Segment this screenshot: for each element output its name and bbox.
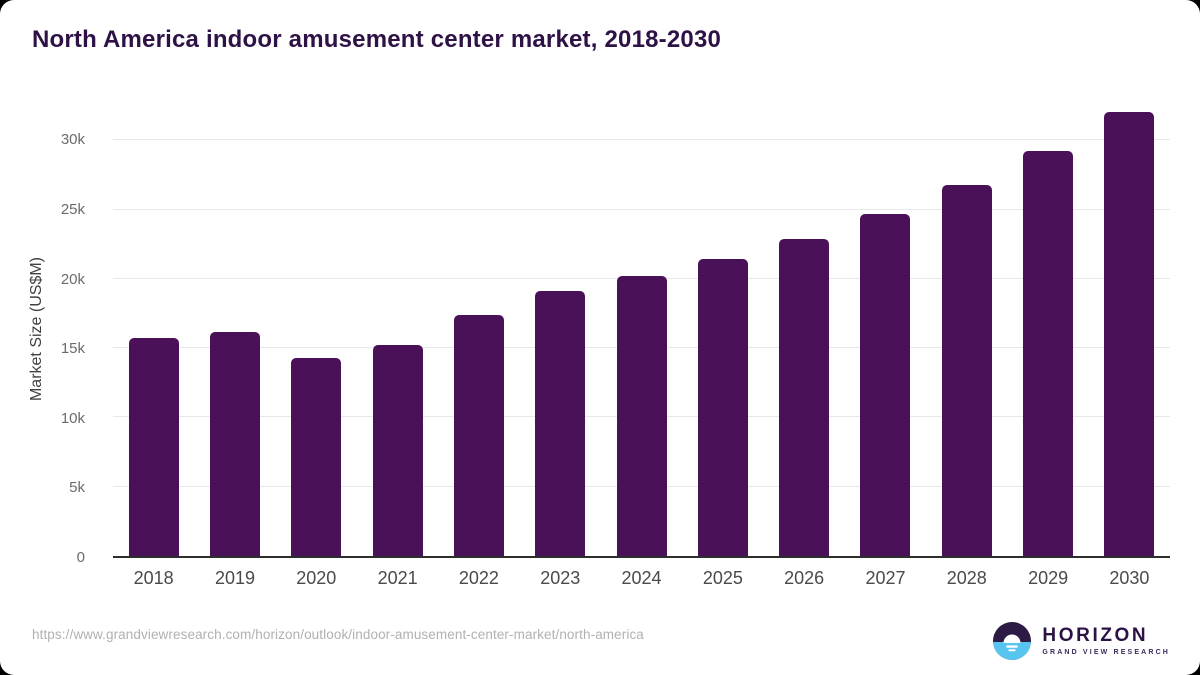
y-axis-tick-label-25k: 25k — [60, 200, 85, 218]
bar-slot-2028 — [926, 100, 1007, 556]
bar-slot-2029 — [1007, 100, 1088, 556]
x-axis-tick-label-2018: 2018 — [133, 568, 174, 588]
bar-2030 — [1104, 112, 1155, 556]
x-axis-tick-label-2024: 2024 — [621, 568, 662, 588]
plot-area — [113, 100, 1170, 558]
y-axis-tick-label-5k: 5k — [69, 479, 85, 497]
x-axis-tick-label-2020: 2020 — [296, 568, 337, 588]
bar-slot-2021 — [357, 100, 438, 556]
bar-2023 — [535, 291, 586, 556]
bar-2025 — [697, 258, 748, 556]
bar-2029 — [1023, 151, 1074, 556]
x-axis-tick-label-2030: 2030 — [1109, 568, 1150, 588]
bar-slot-2026 — [764, 100, 845, 556]
x-axis-tick-label-2028: 2028 — [946, 568, 987, 588]
bar-2018 — [128, 338, 179, 556]
source-url: https://www.grandviewresearch.com/horizo… — [32, 627, 644, 642]
horizon-logo: HORIZON GRAND VIEW RESEARCH — [993, 622, 1170, 660]
bar-slot-2018 — [113, 100, 194, 556]
brand-name: HORIZON — [1042, 625, 1149, 646]
y-axis-tick-label-0: 0 — [76, 549, 85, 566]
y-axis: 0 5k 10k 15k 20k 25k 30k — [0, 100, 99, 566]
gridline-30k — [113, 139, 1170, 141]
brand-tagline: GRAND VIEW RESEARCH — [1042, 649, 1170, 656]
bar-2021 — [372, 344, 423, 556]
y-axis-tick-label-10k: 10k — [60, 409, 85, 427]
bar-2028 — [941, 185, 992, 556]
sunset-horizon-icon — [993, 622, 1032, 660]
bar-2019 — [209, 332, 260, 556]
bar-2020 — [291, 357, 342, 556]
bar-slot-2019 — [194, 100, 275, 556]
logo-text: HORIZON GRAND VIEW RESEARCH — [1042, 625, 1170, 657]
gridline-25k — [113, 208, 1170, 210]
y-axis-tick-label-20k: 20k — [60, 270, 85, 288]
bars-container — [113, 100, 1170, 556]
bar-slot-2024 — [601, 100, 682, 556]
bar-slot-2020 — [276, 100, 357, 556]
x-axis: 2018 2019 2020 2021 2022 2023 2024 2025 2026 2027… — [113, 568, 1170, 589]
y-axis-tick-label-15k: 15k — [60, 340, 85, 358]
bar-slot-2022 — [438, 100, 519, 556]
bar-slot-2023 — [520, 100, 601, 556]
x-axis-tick-label-2025: 2025 — [702, 568, 743, 588]
x-axis-tick-label-2021: 2021 — [377, 568, 418, 588]
y-axis-tick-label-30k: 30k — [60, 131, 85, 149]
bar-slot-2025 — [682, 100, 763, 556]
x-axis-tick-label-2023: 2023 — [540, 568, 581, 588]
x-axis-tick-label-2019: 2019 — [214, 568, 255, 588]
x-axis-tick-label-2026: 2026 — [784, 568, 825, 588]
bar-slot-2027 — [845, 100, 926, 556]
bar-2024 — [616, 276, 667, 556]
bar-2027 — [860, 213, 911, 556]
bar-2026 — [779, 238, 830, 556]
chart-title: North America indoor amusement center ma… — [32, 26, 722, 53]
x-axis-tick-label-2029: 2029 — [1028, 568, 1069, 588]
x-axis-tick-label-2027: 2027 — [865, 568, 906, 588]
bar-2022 — [453, 314, 504, 556]
x-axis-tick-label-2022: 2022 — [458, 568, 499, 588]
bar-slot-2030 — [1089, 100, 1170, 556]
